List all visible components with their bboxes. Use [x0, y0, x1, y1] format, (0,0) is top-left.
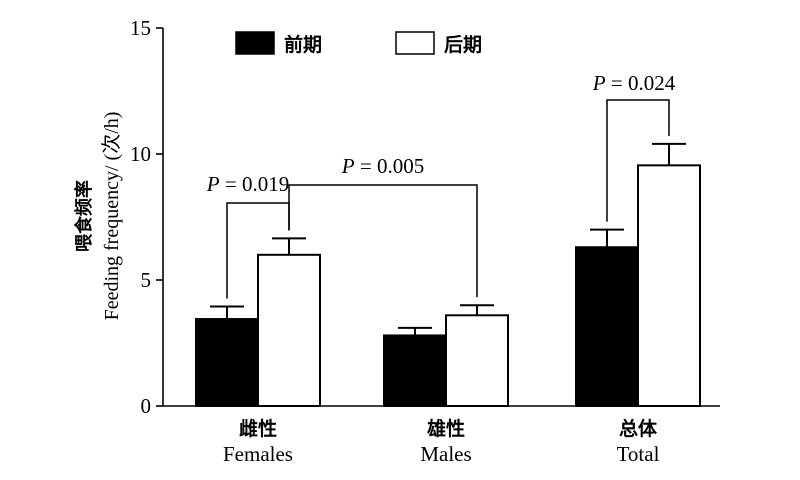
legend-label-early: 前期	[284, 33, 322, 56]
bars	[195, 164, 701, 407]
y-tick-label-15: 15	[130, 16, 151, 40]
legend-label-late: 后期	[444, 34, 482, 56]
bar-1-1	[445, 314, 509, 407]
bar-0-1	[383, 334, 447, 407]
y-axis-title-en: Feeding frequency/ (次/h)	[100, 112, 123, 321]
category-label-cn-0: 雌性	[239, 417, 277, 440]
y-tick-labels: 0 5 10 15	[130, 16, 151, 418]
y-tick-label-10: 10	[130, 142, 151, 166]
legend-swatch-late	[395, 31, 435, 55]
y-tick-label-5: 5	[141, 268, 152, 292]
y-tick-label-0: 0	[141, 394, 152, 418]
y-axis-title: 喂食频率 Feeding frequency/ (次/h)	[73, 112, 123, 321]
p-value-label-0: P = 0.019	[206, 172, 289, 196]
legend-swatch-early	[235, 31, 275, 55]
category-label-en-1: Males	[420, 442, 471, 466]
significance-bracket-2	[606, 99, 670, 222]
category-label-en-0: Females	[223, 442, 293, 466]
y-axis-title-cn: 喂食频率	[73, 180, 95, 252]
bar-0-0	[195, 318, 259, 407]
error-bars	[210, 142, 686, 336]
bar-1-2	[637, 164, 701, 407]
category-label-cn-2: 总体	[619, 417, 658, 440]
p-value-label-2: P = 0.024	[592, 71, 676, 95]
legend: 前期 后期	[235, 31, 482, 56]
category-label-cn-1: 雄性	[426, 417, 465, 440]
bar-1-0	[257, 253, 321, 407]
category-label-en-2: Total	[617, 442, 660, 466]
significance-bracket-1	[288, 184, 478, 298]
significance-brackets: P = 0.019 P = 0.005 P = 0.024	[206, 71, 676, 299]
bar-0-2	[575, 246, 639, 407]
p-value-label-1: P = 0.005	[341, 154, 424, 178]
